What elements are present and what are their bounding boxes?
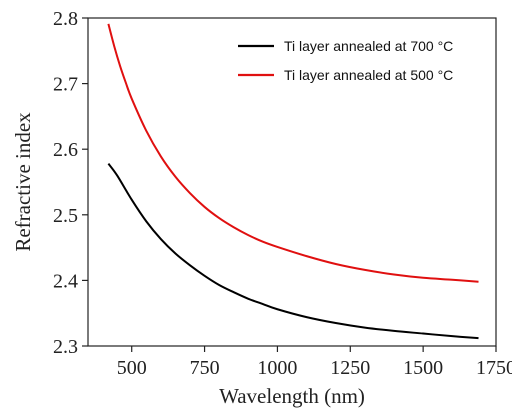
x-axis-title: Wavelength (nm) bbox=[219, 384, 365, 408]
x-tick-label: 500 bbox=[117, 357, 147, 379]
plot-frame bbox=[87, 17, 497, 347]
y-tick-label: 2.6 bbox=[53, 139, 78, 161]
x-tick-label: 1250 bbox=[330, 357, 370, 379]
x-tick-label: 1750 bbox=[476, 357, 512, 379]
legend-label: Ti layer annealed at 500 °C bbox=[284, 67, 453, 83]
x-tick-label: 1500 bbox=[403, 357, 443, 379]
plot-border bbox=[87, 17, 497, 347]
y-tick-label: 2.4 bbox=[53, 270, 78, 292]
y-tick-label: 2.5 bbox=[53, 205, 78, 227]
x-tick-label: 1000 bbox=[257, 357, 297, 379]
legend: Ti layer annealed at 700 °C Ti layer anne… bbox=[238, 38, 453, 83]
series-layer bbox=[107, 23, 479, 340]
x-tick-label: 750 bbox=[190, 357, 220, 379]
y-tick-label: 2.3 bbox=[53, 336, 78, 358]
series-line-2 bbox=[107, 23, 479, 283]
series-line-1 bbox=[107, 163, 479, 340]
y-axis-title: Refractive index bbox=[11, 112, 35, 252]
legend-label: Ti layer annealed at 700 °C bbox=[284, 38, 453, 54]
y-tick-label: 2.7 bbox=[53, 74, 78, 96]
axis-ticks: 500 750 1000 1250 1500 1750 2.3 2.4 2.5 2.6 2.7 2.8 bbox=[53, 8, 512, 379]
y-tick-label: 2.8 bbox=[53, 8, 78, 30]
